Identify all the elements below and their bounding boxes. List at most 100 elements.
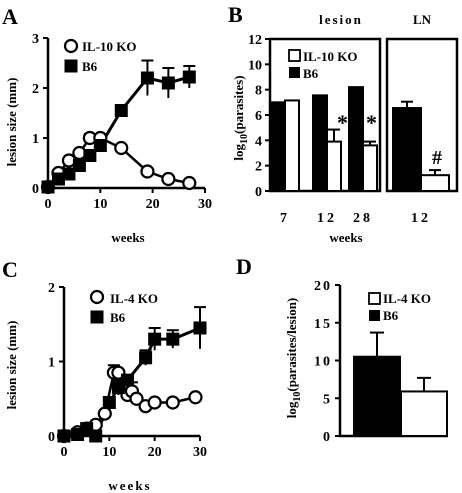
panel-c-series-1-point-10 [193,321,207,335]
panel-b-group-lesion: lesion [319,12,363,27]
panel-a-series-1-point-8 [161,76,175,90]
panel-b-xtick-label-lesion-28: 28 [353,211,373,226]
panel-a-series-1-point-0 [41,180,55,194]
panel-c-legend-b6: B6 [110,310,126,325]
panel-b-bar-lesion-7-b6 [270,101,286,192]
panel-label-c: C [2,257,18,282]
panel-a-series-1-point-1 [51,172,65,186]
panel-a-series-0-point-7 [140,164,155,179]
panel-b-ytick-label-4: 4 [255,134,262,149]
panel-d-ytick-label-20: 20 [314,279,332,294]
panel-d-ytick-label-0: 0 [323,430,332,445]
panel-b-bar-LN-12-il-10-ko [420,174,450,193]
panel-a-ylabel: lesion size (mm) [4,78,19,167]
panel-c-series-1-point-6 [120,373,134,387]
panel-b-bar-lesion-12-b6 [312,94,328,192]
panel-c-xtick-label-20: 20 [148,445,162,460]
panel-a-xtick-label-30: 30 [198,197,212,212]
panel-d-ytick-label-10: 10 [314,355,332,370]
panel-b-legend-b6: B6 [303,66,319,81]
panel-a-series-0-point-6 [114,140,129,156]
panel-a-series-1-point-3 [72,159,86,172]
panel-a-xlabel: weeks [111,230,144,245]
panel-b-xlabel: weeks [329,230,362,245]
panel-c-xtick-label-30: 30 [193,445,207,460]
panel-a-legend-marker-0 [63,38,79,54]
panel-b-legend-il10ko: IL-10 KO [303,49,358,64]
panel-d-legend-b6: B6 [383,308,399,323]
panel-b-xtick-label-LN-12: 12 [411,211,431,226]
panel-a-ytick-label-3: 3 [32,32,39,47]
panel-c-legend-il4ko: IL-4 KO [110,291,158,306]
panel-c-series-1-point-4 [102,395,116,409]
panel-c-xtick-label-0: 0 [61,445,68,460]
panel-b-annotation-star-12: * [337,110,348,135]
panel-b-ytick-label-8: 8 [255,84,262,99]
panel-a-series-1-point-2 [62,167,76,181]
panel-label-b: B [228,2,243,27]
panel-b-ytick-label-12: 12 [248,33,262,48]
panel-a-legend-marker-1 [64,59,78,73]
panel-b-ytick-label-10: 10 [248,58,262,73]
panel-b-bar-lesion-28-il-10-ko [362,144,378,192]
panel-a-series-1-point-6 [114,104,128,117]
panel-a-ytick-label-0: 0 [32,182,39,197]
panel-a-series-0-point-9 [182,175,197,191]
panel-c-series-1-point-3 [89,429,103,443]
panel-c-series-1-point-8 [148,332,162,346]
panel-c-ytick-label-1: 1 [48,356,55,371]
panel-a-series-1-point-7 [140,71,154,85]
panel-c-ylabel: lesion size (mm) [4,321,19,410]
panel-d-bar-il-4-ko [400,390,448,437]
panel-a-legend-il10ko: IL-10 KO [82,39,137,54]
panel-c-xlabel: weeks [108,478,151,493]
panel-c-ytick-label-0: 0 [48,430,55,445]
panel-c-series-0-point-4 [97,406,112,421]
panel-d-legend-marker-b6 [369,310,380,321]
panel-a-series-0-point-8 [161,171,176,187]
panel-b-legend-marker-il10ko [288,49,301,62]
panel-c-ytick-label-2: 2 [48,281,55,296]
panel-b-legend-marker-b6 [289,67,300,78]
panel-c-legend-marker-0 [89,289,105,305]
panel-d-ytick-label-5: 5 [323,392,332,407]
panel-a-xtick-label-0: 0 [45,197,52,212]
panel-c-series-1-point-7 [139,351,153,365]
panel-c-series-1-point-9 [166,332,180,346]
panel-a-series-1-point-5 [93,139,107,152]
panel-c-series-0-point-9 [129,391,144,406]
panel-b-annotation-hash: # [432,147,442,169]
panel-b-ytick-label-6: 6 [255,109,262,124]
panel-b-bar-lesion-28-b6 [348,86,364,192]
panel-d-bar-b6 [353,355,401,438]
panel-label-d: D [236,254,252,279]
panel-a-series-1-point-4 [83,149,97,162]
panel-c-series-0-point-13 [188,390,203,405]
panel-b-bar-LN-12-b6 [392,107,422,192]
panel-a-xtick-label-10: 10 [93,197,107,212]
panel-b-annotation-star-28: * [366,110,377,135]
panel-d-legend-il4ko: IL-4 KO [383,291,431,306]
panel-d-ytick-label-15: 15 [314,317,332,332]
panel-a-series-1-point-9 [182,70,196,84]
panel-c-xtick-label-10: 10 [102,445,116,460]
panel-label-a: A [2,4,18,29]
panel-c-series-0-point-11 [147,395,162,410]
panel-d-legend-marker-il4ko [368,292,381,305]
panel-b-ytick-label-0: 0 [255,185,262,200]
panel-c-series-0-point-12 [165,395,180,410]
panel-a-legend-b6: B6 [82,59,98,74]
panel-b-xtick-label-lesion-12: 12 [317,211,337,226]
panel-b-ytick-label-2: 2 [255,160,262,175]
panel-c-series-1-point-0 [57,429,71,443]
panel-b-xtick-label-lesion-7: 7 [280,211,290,226]
panel-d-ylabel: log10(parasites/lesion) [284,298,303,419]
panel-a-ytick-label-1: 1 [32,132,39,147]
panel-b-ylabel: log10(parasites) [231,75,250,160]
panel-b-bar-lesion-12-il-10-ko [326,140,342,193]
panel-b-group-ln: LN [413,12,432,27]
panel-b-bar-lesion-7-il-10-ko [284,99,300,192]
panel-a-xtick-label-20: 20 [146,197,160,212]
